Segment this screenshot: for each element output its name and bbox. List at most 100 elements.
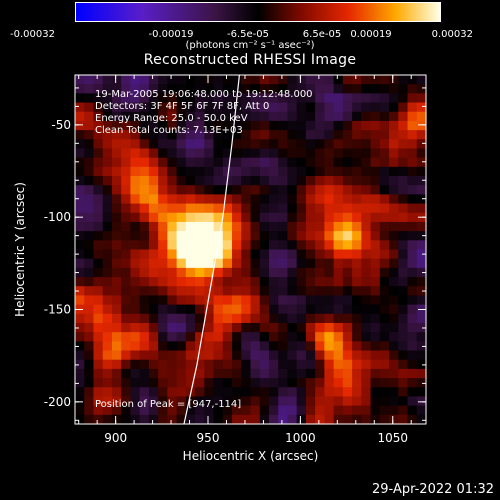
heatmap-cell xyxy=(259,341,270,352)
heatmap-cell xyxy=(333,249,344,260)
y-tick-label: -150 xyxy=(44,303,71,317)
heatmap-cell xyxy=(416,405,427,416)
heatmap-cell xyxy=(222,405,233,416)
heatmap-cell xyxy=(398,221,409,232)
heatmap-cell xyxy=(250,387,261,398)
heatmap-cell xyxy=(176,166,187,177)
heatmap-cell xyxy=(407,332,418,342)
heatmap-cell xyxy=(75,221,85,232)
heatmap-cell xyxy=(407,304,418,315)
heatmap-cell xyxy=(139,203,150,214)
heatmap-cell xyxy=(167,332,178,342)
heatmap-cell xyxy=(379,277,390,287)
heatmap-cell xyxy=(111,221,122,232)
heatmap-cell xyxy=(130,277,141,287)
heatmap-cell xyxy=(315,84,325,94)
heatmap-cell xyxy=(102,203,113,214)
heatmap-cell xyxy=(342,212,353,223)
heatmap-cell xyxy=(379,322,390,333)
heatmap-cell xyxy=(75,286,85,297)
heatmap-cell xyxy=(315,148,325,159)
heatmap-cell xyxy=(342,378,353,388)
heatmap-cell xyxy=(167,350,178,361)
heatmap-cell xyxy=(416,350,427,361)
heatmap-cell xyxy=(121,332,132,342)
heatmap-cell xyxy=(139,267,150,278)
heatmap-cell xyxy=(176,148,187,159)
heatmap-cell xyxy=(167,396,178,407)
heatmap-cell xyxy=(278,185,289,195)
heatmap-cell xyxy=(315,75,325,85)
heatmap-cell xyxy=(259,93,270,104)
heatmap-cell xyxy=(389,194,399,205)
heatmap-cell xyxy=(407,240,418,251)
heatmap-cell xyxy=(250,249,261,260)
heatmap-cell xyxy=(241,304,252,315)
heatmap-cell xyxy=(324,322,335,333)
heatmap-cell xyxy=(93,414,104,425)
heatmap-cell xyxy=(324,414,335,425)
heatmap-cell xyxy=(84,368,95,379)
heatmap-cell xyxy=(121,249,132,260)
heatmap-cell xyxy=(195,102,205,113)
heatmap-cell xyxy=(315,332,325,342)
heatmap-cell xyxy=(102,194,113,205)
heatmap-cell xyxy=(250,350,261,361)
heatmap-cell xyxy=(361,405,372,416)
heatmap-cell xyxy=(121,286,132,297)
heatmap-cell xyxy=(185,203,196,214)
heatmap-cell xyxy=(379,240,390,251)
heatmap-cell xyxy=(75,203,85,214)
heatmap-cell xyxy=(102,249,113,260)
heatmap-cell xyxy=(148,396,159,407)
heatmap-cell xyxy=(213,111,224,122)
heatmap-cell xyxy=(287,111,298,122)
heatmap-cell xyxy=(389,277,399,287)
heatmap-cell xyxy=(379,414,390,425)
heatmap-cell xyxy=(389,359,399,370)
y-axis-label: Heliocentric Y (arcsec) xyxy=(13,182,27,317)
heatmap-cell xyxy=(130,102,141,113)
heatmap-cell xyxy=(158,249,168,260)
heatmap-cell xyxy=(250,212,261,223)
heatmap-cell xyxy=(84,304,95,315)
heatmap-cell xyxy=(305,359,316,370)
heatmap-cell xyxy=(352,194,362,205)
heatmap-cell xyxy=(416,286,427,297)
heatmap-cell xyxy=(185,258,196,269)
heatmap-cell xyxy=(324,249,335,260)
heatmap-cell xyxy=(93,75,104,85)
heatmap-cell xyxy=(241,157,252,168)
heatmap-cell xyxy=(185,194,196,205)
heatmap-cell xyxy=(139,405,150,416)
heatmap-cell xyxy=(111,414,122,425)
heatmap-cell xyxy=(370,414,381,425)
heatmap-cell xyxy=(185,341,196,352)
heatmap-cell xyxy=(84,387,95,398)
heatmap-cell xyxy=(398,212,409,223)
heatmap-cell xyxy=(121,240,132,251)
heatmap-cell xyxy=(222,212,233,223)
heatmap-cell xyxy=(213,359,224,370)
heatmap-cell xyxy=(296,166,307,177)
heatmap-cell xyxy=(167,378,178,388)
x-tick-label: 950 xyxy=(197,431,220,445)
heatmap-cell xyxy=(278,249,289,260)
heatmap-cell xyxy=(407,157,418,168)
heatmap-cell xyxy=(333,194,344,205)
heatmap-cell xyxy=(241,75,252,85)
heatmap-cell xyxy=(158,313,168,324)
heatmap-cell xyxy=(222,286,233,297)
heatmap-cell xyxy=(416,368,427,379)
heatmap-cell xyxy=(398,332,409,342)
heatmap-cell xyxy=(352,120,362,131)
heatmap-cell xyxy=(204,286,215,297)
heatmap-cell xyxy=(148,221,159,232)
heatmap-cell xyxy=(287,166,298,177)
heatmap-cell xyxy=(333,148,344,159)
heatmap-cell xyxy=(379,368,390,379)
heatmap-cell xyxy=(75,405,85,416)
heatmap-cell xyxy=(111,111,122,122)
heatmap-cell xyxy=(102,84,113,94)
heatmap-cell xyxy=(158,93,168,104)
